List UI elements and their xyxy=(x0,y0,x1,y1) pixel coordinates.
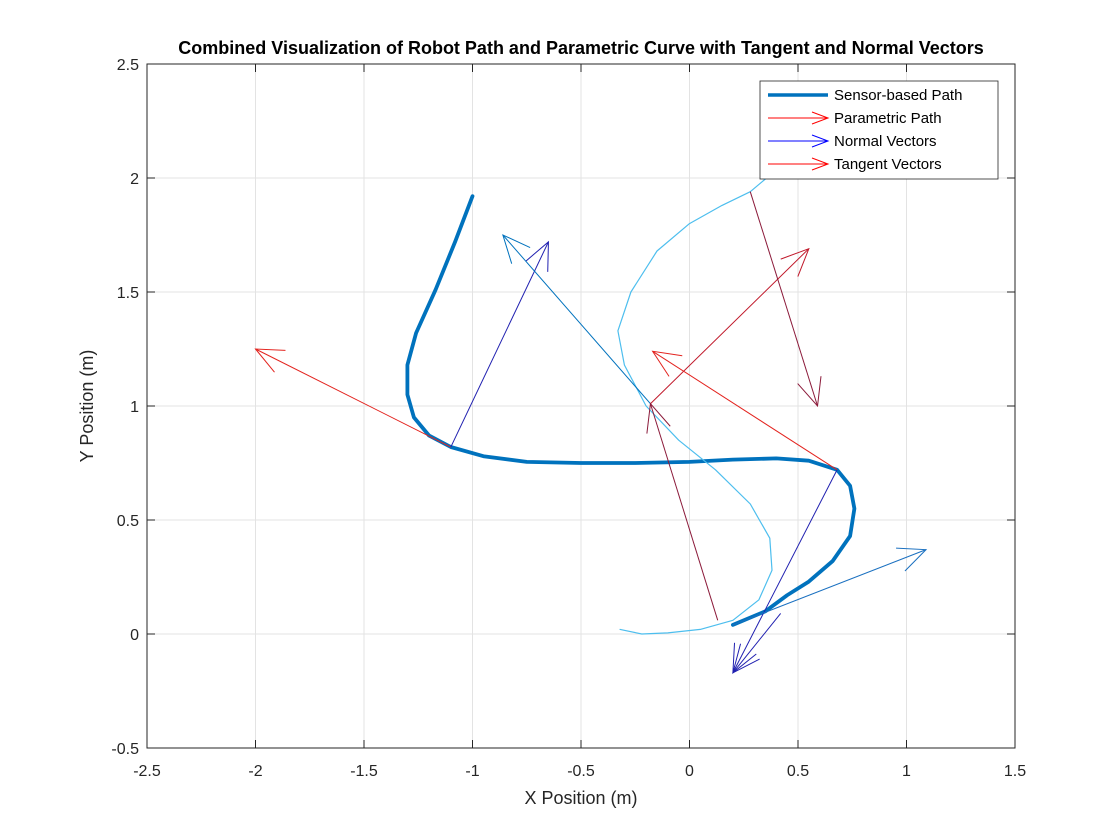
y-tick-label: 2 xyxy=(130,171,139,188)
y-tick-label: 1.5 xyxy=(117,285,139,302)
x-tick-label: -1 xyxy=(465,763,479,780)
x-tick-label: 1.5 xyxy=(1004,763,1026,780)
x-axis-label: X Position (m) xyxy=(524,788,637,808)
legend-swatch-parametric-path xyxy=(768,111,830,125)
legend: Sensor-based Path Parametric Path Normal… xyxy=(759,80,999,180)
vector-arrow xyxy=(732,613,782,674)
x-tick-label: -1.5 xyxy=(350,763,378,780)
legend-label-tangent-vectors: Tangent Vectors xyxy=(834,156,942,173)
vector-arrow xyxy=(502,234,651,405)
vector-arrow xyxy=(646,402,719,621)
vector-arrow xyxy=(450,240,549,448)
plot-content xyxy=(254,172,928,674)
y-tick-label: 0 xyxy=(130,627,139,644)
y-tick-label: 0.5 xyxy=(117,513,139,530)
legend-swatch-normal-vectors xyxy=(768,134,830,148)
y-tick-label: -0.5 xyxy=(111,741,139,758)
vector-arrow xyxy=(650,247,810,405)
x-tick-label: 1 xyxy=(902,763,911,780)
vector-arrow xyxy=(254,348,452,448)
sensor-path-line xyxy=(405,194,857,627)
y-tick-label: 2.5 xyxy=(117,57,139,74)
tick-labels: -2.5 -2 -1.5 -1 -0.5 0 0.5 1 1.5 -0.5 0 0.5 1 1.5 2 2.5 xyxy=(111,57,1026,780)
x-tick-label: -0.5 xyxy=(567,763,595,780)
legend-swatch-tangent-vectors xyxy=(768,157,830,171)
legend-box xyxy=(759,80,999,180)
parametric-curve-line xyxy=(617,172,773,635)
vector-arrow xyxy=(732,547,928,626)
y-tick-label: 1 xyxy=(130,399,139,416)
vector-arrow xyxy=(651,350,838,471)
vector-arrow xyxy=(749,191,822,408)
y-axis-label: Y Position (m) xyxy=(77,350,97,463)
ticks xyxy=(146,63,1016,749)
legend-label-parametric-path: Parametric Path xyxy=(834,110,942,127)
legend-label-normal-vectors: Normal Vectors xyxy=(834,133,937,150)
x-tick-label: -2.5 xyxy=(133,763,161,780)
x-tick-label: 0 xyxy=(685,763,694,780)
x-tick-label: -2 xyxy=(248,763,262,780)
legend-label-sensor-path: Sensor-based Path xyxy=(834,87,962,104)
x-tick-label: 0.5 xyxy=(787,763,809,780)
chart-title: Combined Visualization of Robot Path and… xyxy=(178,38,983,58)
